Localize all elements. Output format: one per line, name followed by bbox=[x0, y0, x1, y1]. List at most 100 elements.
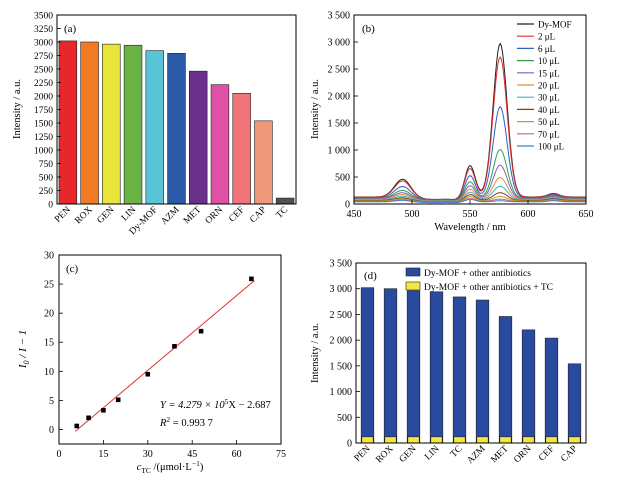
data-point bbox=[249, 276, 254, 282]
xtick-label-cap: CAP bbox=[248, 205, 268, 225]
ytick-label: 500 bbox=[39, 174, 54, 184]
ytick-label: 25 bbox=[44, 280, 54, 291]
ytick-label: 30 bbox=[44, 251, 54, 262]
data-point bbox=[86, 415, 91, 421]
panel-c-equation: Y = 4.279 × 105X − 2.687 bbox=[160, 397, 271, 411]
spectrum-2-μl bbox=[354, 56, 586, 201]
bar-rox-series-1 bbox=[383, 288, 398, 444]
legend-swatch bbox=[405, 281, 421, 291]
panel-c-eq-b: X − 2.687 bbox=[228, 400, 270, 411]
xtick-label-orn: ORN bbox=[204, 205, 225, 226]
ytick-label: 2 500 bbox=[328, 65, 351, 76]
legend-swatch bbox=[405, 267, 421, 277]
ytick-label: 1 000 bbox=[328, 146, 351, 157]
panel-a-label: (a) bbox=[64, 23, 77, 35]
ytick-label: 0 bbox=[345, 200, 350, 211]
ytick-label: 500 bbox=[337, 413, 352, 424]
panel-c-xlabel-end: ) bbox=[200, 462, 204, 473]
xtick-label-met: MET bbox=[489, 444, 510, 465]
data-point bbox=[198, 328, 204, 334]
data-point bbox=[101, 407, 106, 413]
panel-c-r2-r: R bbox=[159, 418, 167, 429]
bar-azm-series-2 bbox=[476, 436, 489, 444]
panel-d-legend: Dy-MOF + other antibiotics Dy-MOF + other… bbox=[405, 267, 553, 293]
ytick-label: 15 bbox=[44, 338, 54, 349]
fit-line bbox=[74, 280, 255, 432]
bar-azm bbox=[167, 53, 186, 205]
panel-c-r2-sup: 2 bbox=[166, 415, 170, 424]
xtick-label-azm: AZM bbox=[160, 205, 182, 227]
ytick-label: 20 bbox=[44, 309, 54, 320]
xtick-label: 450 bbox=[347, 209, 362, 220]
xtick-label-tc: TC bbox=[449, 444, 465, 460]
ytick-label: 0 bbox=[49, 425, 54, 436]
ytick-label: 500 bbox=[335, 173, 350, 184]
xtick-label-cap: CAP bbox=[559, 444, 579, 464]
ytick-label: 1 500 bbox=[330, 361, 353, 372]
xtick-label-cef: CEF bbox=[537, 444, 556, 463]
panel-d-frame bbox=[355, 262, 587, 444]
bar-pen-series-2 bbox=[361, 436, 374, 444]
legend-label: Dy-MOF bbox=[538, 20, 572, 30]
xtick-label: 650 bbox=[579, 209, 594, 220]
bar-pen-series-1 bbox=[360, 287, 375, 444]
data-point bbox=[74, 423, 80, 429]
panel-b-lines bbox=[354, 42, 586, 204]
ytick-label: 10 bbox=[44, 367, 54, 378]
panel-c-r2-val: = 0.993 7 bbox=[170, 418, 213, 429]
bar-cap bbox=[254, 120, 273, 205]
ytick-label: 250 bbox=[39, 187, 54, 197]
xtick-label-gen: GEN bbox=[398, 444, 419, 465]
legend-label: 15 μL bbox=[538, 68, 560, 78]
bar-met-series-1 bbox=[498, 316, 513, 444]
ytick-label: 2250 bbox=[34, 79, 53, 89]
bar-orn bbox=[210, 84, 230, 205]
legend-label: Dy-MOF + other antibiotics bbox=[424, 269, 531, 279]
ytick-label: 3250 bbox=[34, 25, 53, 35]
panel-c-xlabel-sub: TC bbox=[141, 466, 151, 475]
ytick-label: 5 bbox=[49, 396, 54, 407]
panel-c-xlabel-unit: /(μmol·L bbox=[151, 462, 192, 473]
legend-label: 6 μL bbox=[538, 44, 555, 54]
ytick-label: 750 bbox=[39, 160, 54, 170]
bar-tc-series-2 bbox=[453, 436, 466, 444]
legend-label: 100 μL bbox=[538, 142, 564, 152]
data-point bbox=[172, 344, 177, 349]
panel-a-ylabel: Intensity / a.u. bbox=[12, 79, 23, 139]
ytick-label: 3 000 bbox=[328, 38, 351, 49]
bar-cap-series-2 bbox=[568, 436, 581, 444]
xtick-label-lin: LIN bbox=[120, 205, 138, 223]
xtick-label-gen: GEN bbox=[96, 205, 117, 226]
ytick-label: 1000 bbox=[34, 147, 53, 157]
panel-c-label: (c) bbox=[66, 263, 79, 275]
ytick-label: 2 500 bbox=[330, 310, 353, 321]
xtick-label: 15 bbox=[98, 449, 108, 460]
ytick-label: 2500 bbox=[34, 66, 53, 76]
bar-met bbox=[189, 70, 208, 205]
bar-cap-series-1 bbox=[567, 363, 582, 444]
xtick-label: 0 bbox=[57, 449, 62, 460]
xtick-label: 75 bbox=[276, 449, 286, 460]
xtick-label-met: MET bbox=[182, 205, 203, 226]
bar-orn-series-2 bbox=[522, 436, 535, 444]
xtick-label-orn: ORN bbox=[512, 444, 533, 465]
spectrum-50-μl bbox=[354, 195, 586, 203]
xtick-label-tc: TC bbox=[275, 205, 291, 221]
spectrum-40-μl bbox=[354, 192, 586, 203]
panel-b-axes: 450 500 550 600 650 0 500 1 000 1 500 2 000 2 500 3… bbox=[328, 11, 594, 221]
spectrum-6-μl bbox=[354, 106, 586, 201]
ytick-label: 3500 bbox=[34, 12, 53, 22]
panel-b-xlabel: Wavelength / nm bbox=[434, 222, 505, 233]
bar-cef-series-1 bbox=[544, 337, 559, 444]
panel-c-plot bbox=[74, 276, 255, 432]
ytick-label: 1500 bbox=[34, 120, 53, 130]
xtick-label-pen: PEN bbox=[53, 205, 73, 225]
xtick-label-lin: LIN bbox=[423, 444, 441, 462]
bar-dy-mof bbox=[145, 50, 164, 205]
xtick-label-cef: CEF bbox=[227, 205, 246, 224]
bar-rox bbox=[80, 41, 99, 205]
